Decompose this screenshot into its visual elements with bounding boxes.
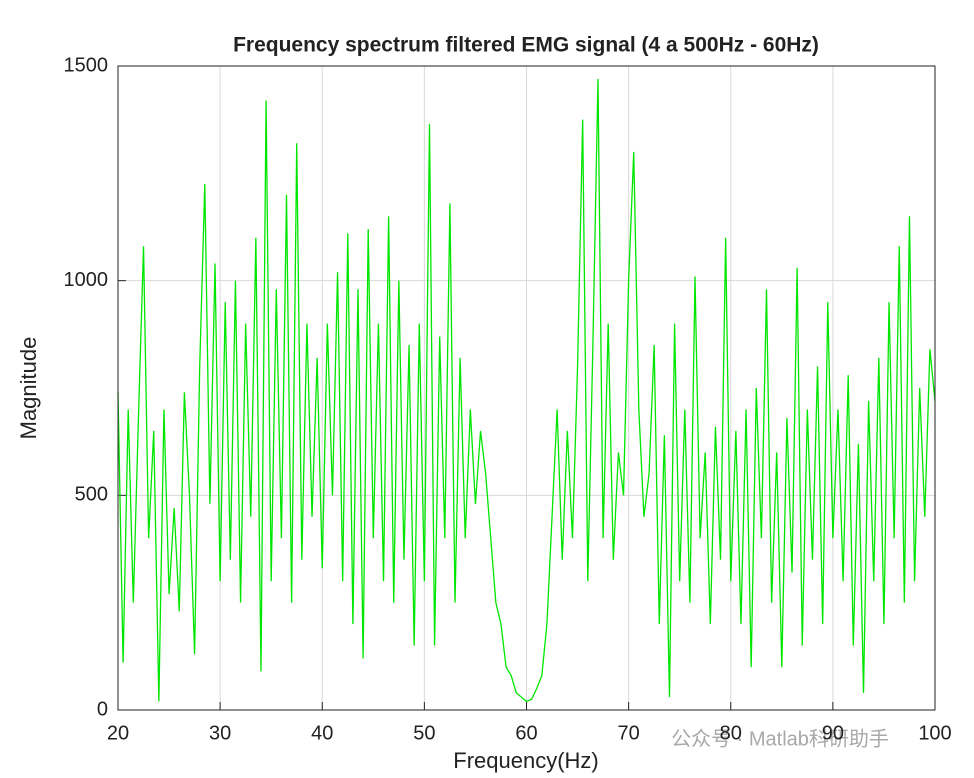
x-tick-label: 50 xyxy=(413,722,435,744)
y-tick-label: 500 xyxy=(75,484,108,506)
plot-frame xyxy=(117,65,936,711)
x-tick-label: 20 xyxy=(107,722,129,744)
x-tick-label: 30 xyxy=(209,722,231,744)
x-axis-label: Frequency(Hz) xyxy=(453,748,598,773)
x-tick-label: 100 xyxy=(918,722,951,744)
x-tick-label: 40 xyxy=(311,722,333,744)
y-tick-label: 1000 xyxy=(64,269,109,291)
x-tick-label: 60 xyxy=(515,722,537,744)
chart-title: Frequency spectrum filtered EMG signal (… xyxy=(233,34,819,57)
x-tick-label: 90 xyxy=(822,722,844,744)
line-series xyxy=(117,78,936,703)
y-tick-label: 0 xyxy=(97,698,108,720)
x-tick-label: 80 xyxy=(720,722,742,744)
y-tick-label: 1500 xyxy=(64,54,109,76)
y-axis-label: Magnitude xyxy=(16,337,41,440)
watermark: 公众号 · Matlab科研助手 xyxy=(671,727,889,750)
x-tick-label: 70 xyxy=(618,722,640,744)
